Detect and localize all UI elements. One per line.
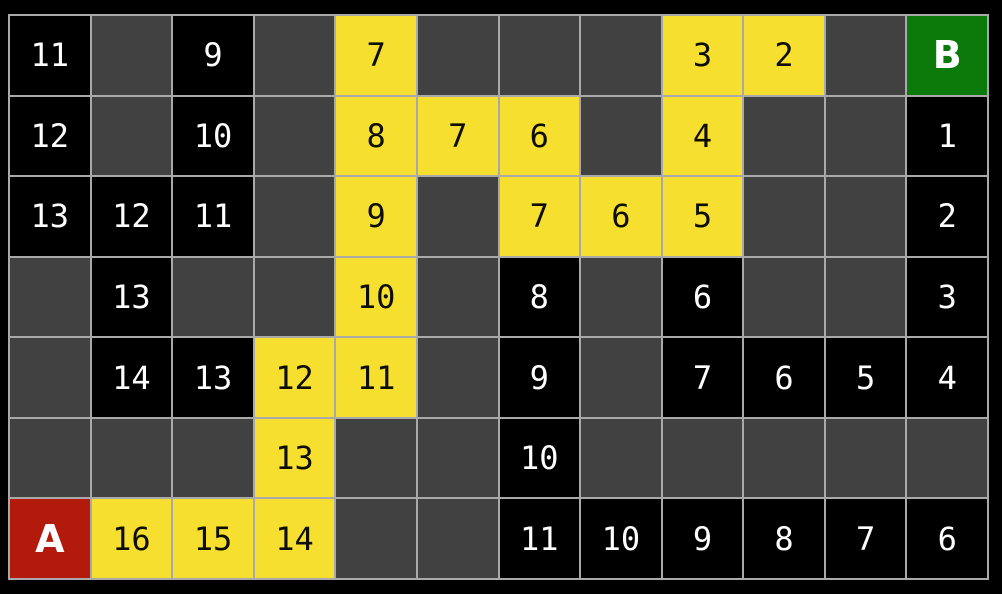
grid-cell[interactable]: 8 [336, 96, 416, 176]
grid-cell[interactable]: 10 [336, 257, 416, 337]
grid-cell[interactable] [417, 418, 498, 498]
grid-cell[interactable]: 5 [825, 338, 906, 417]
grid-cell[interactable] [417, 338, 498, 417]
grid-cell[interactable]: 13 [10, 177, 90, 256]
grid-cell[interactable] [336, 418, 416, 498]
grid-cell[interactable]: 12 [91, 177, 172, 256]
grid-cell[interactable] [744, 96, 824, 176]
grid-cell[interactable] [581, 418, 661, 498]
grid-cell[interactable]: 7 [825, 499, 906, 578]
grid-cell[interactable] [336, 499, 416, 578]
grid-cell[interactable] [744, 177, 824, 256]
grid-cell[interactable] [581, 16, 661, 95]
grid-cell[interactable] [10, 338, 90, 417]
grid-cell[interactable]: 3 [907, 257, 987, 337]
grid-cell[interactable]: 7 [417, 96, 498, 176]
grid-cell[interactable]: 11 [499, 499, 580, 578]
grid-cell[interactable] [744, 418, 824, 498]
grid-cell[interactable]: 4 [662, 96, 743, 176]
grid-cell[interactable] [907, 418, 987, 498]
grid-cell[interactable]: 11 [173, 177, 253, 256]
grid-cell[interactable]: 9 [499, 338, 580, 417]
grid-cell[interactable]: 14 [254, 499, 335, 578]
grid-cell[interactable]: 11 [336, 338, 416, 417]
grid-cell[interactable]: 14 [91, 338, 172, 417]
pathfinding-grid: 11 9 7 3 2 B 12 10 8 7 6 4 1 13 12 11 9 7 6 5 2 13 10 8 6 3 14 13 12… [8, 14, 989, 580]
grid-cell[interactable]: 16 [91, 499, 172, 578]
grid-cell[interactable]: 6 [499, 96, 580, 176]
grid-cell[interactable] [173, 257, 253, 337]
grid-cell[interactable]: 8 [499, 257, 580, 337]
grid-cell[interactable] [825, 177, 906, 256]
grid-cell[interactable]: 6 [662, 257, 743, 337]
grid-cell[interactable] [744, 257, 824, 337]
grid-cell[interactable] [662, 418, 743, 498]
grid-cell[interactable]: 12 [254, 338, 335, 417]
grid-cell[interactable] [10, 418, 90, 498]
start-cell[interactable]: A [10, 499, 90, 578]
grid-cell[interactable] [254, 96, 335, 176]
grid-cell[interactable]: 9 [662, 499, 743, 578]
grid-cell[interactable] [581, 257, 661, 337]
goal-cell[interactable]: B [907, 16, 987, 95]
grid-cell[interactable]: 7 [336, 16, 416, 95]
grid-cell[interactable]: 6 [581, 177, 661, 256]
grid-cell[interactable]: 1 [907, 96, 987, 176]
grid-cell[interactable]: 5 [662, 177, 743, 256]
grid-cell[interactable] [173, 418, 253, 498]
grid-cell[interactable]: 9 [336, 177, 416, 256]
grid-cell[interactable] [91, 418, 172, 498]
grid-cell[interactable]: 6 [744, 338, 824, 417]
grid-cell[interactable] [417, 499, 498, 578]
grid-cell[interactable]: 2 [744, 16, 824, 95]
grid-cell[interactable] [254, 16, 335, 95]
grid-cell[interactable] [499, 16, 580, 95]
grid-cell[interactable]: 13 [173, 338, 253, 417]
grid-cell[interactable]: 13 [254, 418, 335, 498]
grid-cell[interactable] [91, 16, 172, 95]
grid-cell[interactable]: 2 [907, 177, 987, 256]
grid-cell[interactable] [581, 96, 661, 176]
grid-cell[interactable] [581, 338, 661, 417]
grid-cell[interactable]: 10 [173, 96, 253, 176]
grid-cell[interactable] [254, 257, 335, 337]
grid-cell[interactable] [417, 257, 498, 337]
grid-cell[interactable]: 6 [907, 499, 987, 578]
grid-cell[interactable]: 7 [499, 177, 580, 256]
grid-cell[interactable]: 7 [662, 338, 743, 417]
grid-cell[interactable]: 13 [91, 257, 172, 337]
grid-cell[interactable] [10, 257, 90, 337]
grid-cell[interactable]: 15 [173, 499, 253, 578]
grid-cell[interactable]: 9 [173, 16, 253, 95]
grid-cell[interactable] [825, 257, 906, 337]
grid-cell[interactable]: 4 [907, 338, 987, 417]
grid-cell[interactable] [254, 177, 335, 256]
grid-cell[interactable] [417, 16, 498, 95]
grid-cell[interactable]: 8 [744, 499, 824, 578]
grid-cell[interactable]: 3 [662, 16, 743, 95]
grid-cell[interactable]: 11 [10, 16, 90, 95]
grid-cell[interactable]: 12 [10, 96, 90, 176]
grid-cell[interactable] [825, 96, 906, 176]
grid-cell[interactable] [825, 16, 906, 95]
grid-cell[interactable]: 10 [581, 499, 661, 578]
grid-cell[interactable] [417, 177, 498, 256]
grid-cell[interactable] [91, 96, 172, 176]
grid-cell[interactable]: 10 [499, 418, 580, 498]
grid-cell[interactable] [825, 418, 906, 498]
